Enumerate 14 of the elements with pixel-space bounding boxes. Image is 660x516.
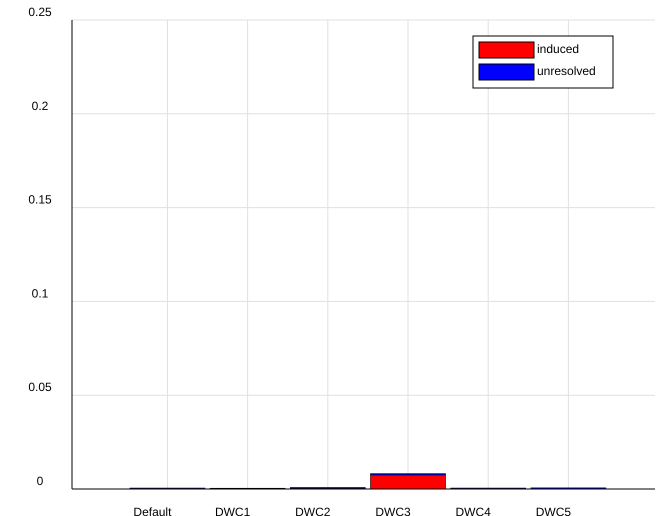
- legend-label: unresolved: [537, 64, 596, 78]
- y-tick-label: 0.2: [32, 98, 49, 113]
- y-tick-label: 0: [36, 474, 44, 488]
- x-tick-label: DWC3: [375, 505, 411, 516]
- x-tick-label: DWC4: [456, 505, 492, 516]
- x-tick-label: DWC1: [214, 505, 251, 516]
- y-tick-label: 0.1: [32, 286, 49, 300]
- x-tick-label: DWC2: [295, 505, 331, 516]
- y-tick-label: 0.25: [28, 5, 52, 19]
- y-tick-label: 0.05: [28, 380, 52, 394]
- y-tick-label: 0.15: [28, 192, 52, 207]
- legend-label: induced: [537, 42, 580, 56]
- x-tick-label: Default: [133, 505, 172, 516]
- x-tick-label: DWC5: [536, 505, 572, 516]
